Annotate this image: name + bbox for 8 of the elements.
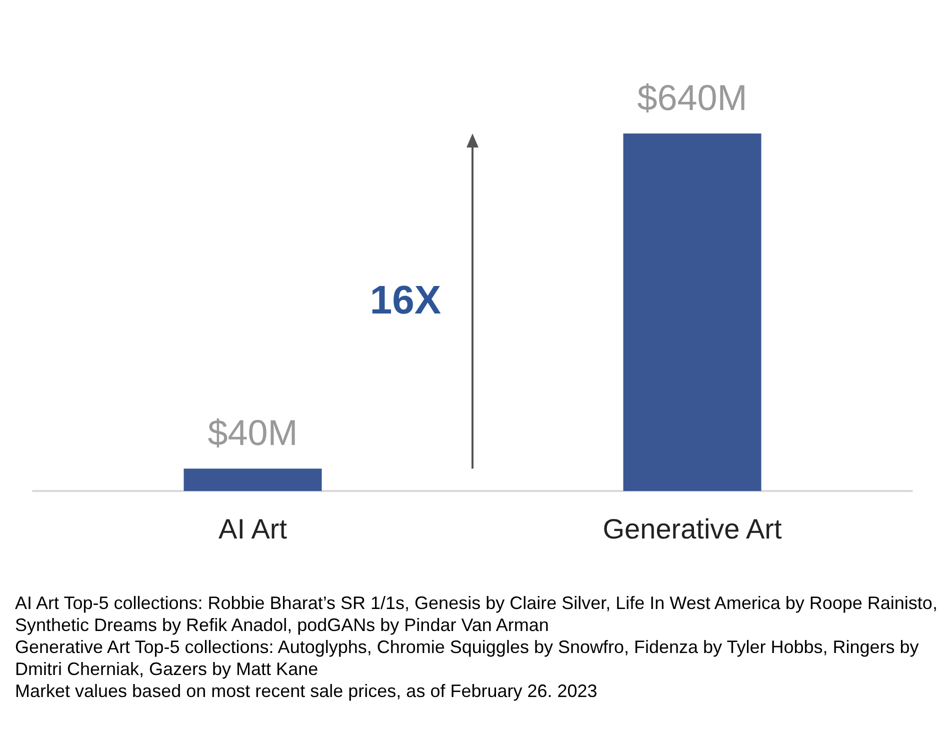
- data-label: $40M: [208, 412, 298, 454]
- x-tick-label: AI Art: [218, 514, 288, 544]
- text: AI Art Top-5 collections: Robbie Bharat’s SR 1/1s, Genesis by Claire Silver, Life In West America by Roope Rainisto, Synthetic Dreams by Refik Anadol, podGANs by Pindar Van Arman: [15, 592, 938, 636]
- annotation: 16X: [370, 278, 442, 324]
- text: Market values based on most recent sale prices, as of February 26. 2023: [15, 680, 598, 702]
- x-tick-label: Generative Art: [602, 514, 782, 544]
- data-label: $640M: [637, 77, 748, 118]
- text: Generative Art Top-5 collections: Autoglyphs, Chromie Squiggles by Snowfro, Fidenza by Tyler Hobbs, Ringers by Dmitri Cherniak, Gazers by Matt Kane: [15, 636, 920, 680]
